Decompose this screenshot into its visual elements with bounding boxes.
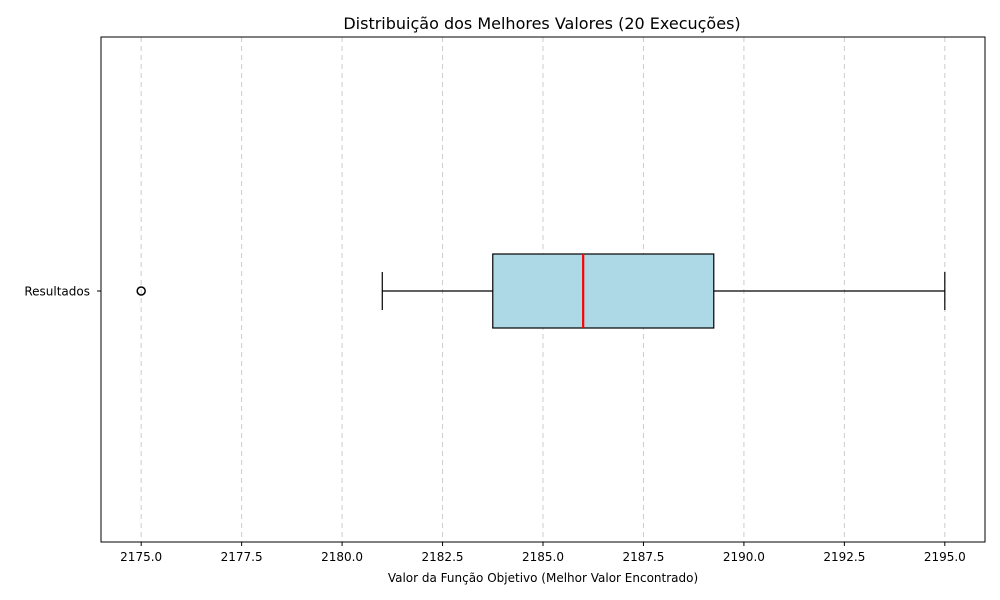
outlier-point <box>136 286 146 296</box>
category-label: Resultados <box>24 285 90 299</box>
x-tick-label: 2187.5 <box>622 550 664 564</box>
x-tick-label: 2175.0 <box>120 550 162 564</box>
x-tick-label: 2177.5 <box>221 550 263 564</box>
x-tick-label: 2195.0 <box>924 550 966 564</box>
x-tick-label: 2192.5 <box>823 550 865 564</box>
box-group <box>136 253 946 329</box>
x-axis-ticks: 2175.0 2177.5 2180.0 2182.5 2185.0 2187.5 2190… <box>120 542 966 564</box>
y-axis-ticks: Resultados <box>24 285 101 299</box>
x-tick-label: 2182.5 <box>422 550 464 564</box>
x-axis-label: Valor da Função Objetivo (Melhor Valor E… <box>388 571 698 585</box>
chart-title: Distribuição dos Melhores Valores (20 Ex… <box>343 14 740 33</box>
iqr-box <box>492 253 715 329</box>
x-tick-label: 2190.0 <box>723 550 765 564</box>
x-tick-label: 2180.0 <box>321 550 363 564</box>
x-tick-label: 2185.0 <box>522 550 564 564</box>
